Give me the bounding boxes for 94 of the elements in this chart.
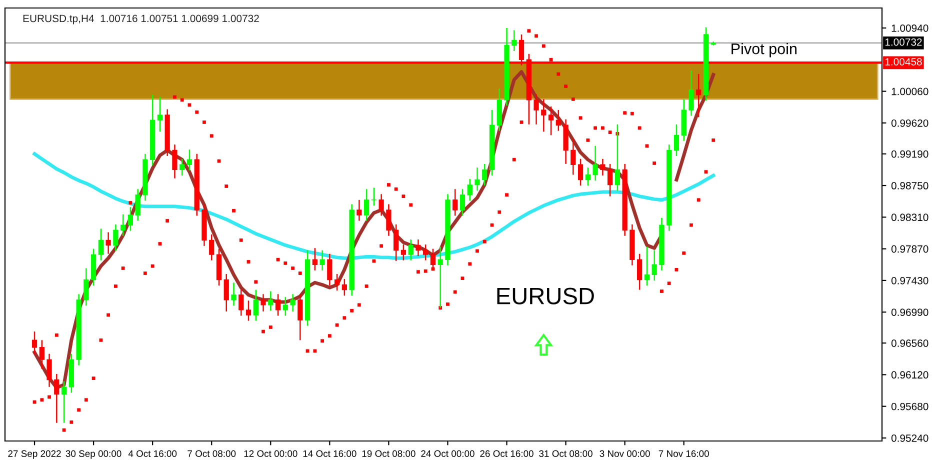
y-tick-label: 0.95680 (891, 402, 928, 410)
x-tick-label: 31 Oct 08:00 (539, 450, 592, 457)
y-tick-label: 0.96560 (891, 340, 928, 347)
candlestick (39, 340, 44, 370)
candlestick (423, 244, 428, 261)
candlestick (98, 228, 104, 261)
candlestick (298, 294, 303, 341)
candlestick (157, 96, 163, 132)
candlestick (467, 178, 472, 202)
candlestick (32, 330, 38, 356)
candlestick (253, 289, 258, 322)
candlestick (548, 106, 554, 136)
x-tick-label: 30 Sep 00:00 (66, 450, 122, 459)
candlestick (696, 73, 702, 118)
candlestick (592, 145, 598, 182)
candlestick (268, 290, 274, 312)
candlestick (578, 158, 584, 186)
candlestick (209, 234, 214, 261)
y-tick-label: 0.96120 (891, 371, 928, 379)
candlestick (260, 294, 266, 312)
candlestick (172, 144, 178, 179)
candlestick (46, 353, 52, 388)
y-tick-label: 0.98750 (891, 182, 928, 190)
candlestick (275, 294, 281, 316)
candlestick (186, 148, 192, 172)
candlestick (290, 294, 296, 312)
candlestick (180, 158, 185, 176)
candlestick (120, 214, 126, 236)
candlestick (607, 163, 613, 197)
candlestick (474, 166, 480, 192)
candlestick (452, 188, 458, 216)
candlestick (585, 166, 590, 186)
candlestick (364, 188, 370, 222)
x-tick-label: 24 Oct 00:00 (421, 450, 474, 457)
x-tick-label: 7 Nov 16:00 (658, 450, 709, 457)
y-tick-label: 0.95240 (891, 434, 928, 442)
x-tick-label: 14 Oct 16:00 (303, 450, 356, 457)
candlestick (556, 109, 561, 132)
candlestick (534, 94, 539, 126)
candlestick (541, 98, 546, 132)
candlestick (644, 246, 650, 286)
x-tick-label: 19 Oct 08:00 (362, 450, 416, 457)
x-tick-label: 3 Nov 00:00 (600, 450, 650, 457)
candlestick (246, 300, 252, 322)
candlestick (378, 194, 384, 216)
candlestick (394, 224, 399, 262)
ref-line-label: 1.00732 (885, 38, 922, 46)
candlestick (600, 158, 606, 176)
candlestick (416, 238, 421, 257)
y-tick-label: 1.00940 (892, 24, 928, 32)
x-tick-label: 7 Oct 08:00 (188, 450, 236, 457)
candlestick (84, 268, 89, 306)
candlestick (113, 224, 118, 252)
candlestick (231, 282, 236, 306)
candlestick (652, 250, 657, 282)
y-tick-label: 0.96990 (891, 308, 928, 316)
y-tick-label: 0.97870 (891, 245, 928, 253)
candlestick (54, 373, 60, 424)
candlestick (128, 206, 133, 232)
candlestick (356, 199, 362, 222)
candlestick (570, 138, 576, 176)
candlestick (135, 188, 140, 222)
candlestick (688, 70, 694, 116)
candlestick (238, 288, 244, 316)
candlestick (482, 163, 488, 186)
candlestick (512, 30, 517, 52)
candlestick (224, 273, 229, 312)
x-tick-label: 4 Oct 16:00 (128, 450, 177, 457)
candlestick (674, 124, 680, 157)
x-tick-label: 27 Sep 2022 (8, 450, 61, 459)
candlestick (320, 250, 325, 272)
candlestick (460, 188, 466, 216)
x-tick-label: 12 Oct 00:00 (244, 450, 298, 457)
y-tick-label: 0.99190 (891, 150, 928, 158)
candlestick (408, 238, 414, 261)
ref-line-label: 1.00458 (885, 58, 922, 66)
annotation: EURUSD (497, 288, 594, 304)
x-tick-label: 26 Oct 16:00 (480, 450, 534, 457)
candlestick (312, 247, 318, 272)
candlestick (400, 244, 406, 261)
text: Pivot poin (732, 43, 796, 58)
candlestick (334, 273, 340, 292)
text: EURUSD.tp,H4 1.00716 1.00751 1.00699 1.00732 (23, 14, 259, 24)
candlestick (637, 253, 642, 290)
y-tick-label: 1.00060 (892, 88, 928, 96)
candlestick (342, 278, 347, 296)
candlestick (327, 253, 332, 286)
candlestick (106, 232, 111, 254)
y-tick-label: 0.99620 (891, 119, 928, 127)
y-tick-label: 0.97430 (891, 276, 928, 284)
candlestick (282, 296, 288, 316)
y-tick-label: 0.98310 (891, 214, 928, 222)
candlestick (386, 204, 392, 236)
candlestick (61, 380, 67, 424)
